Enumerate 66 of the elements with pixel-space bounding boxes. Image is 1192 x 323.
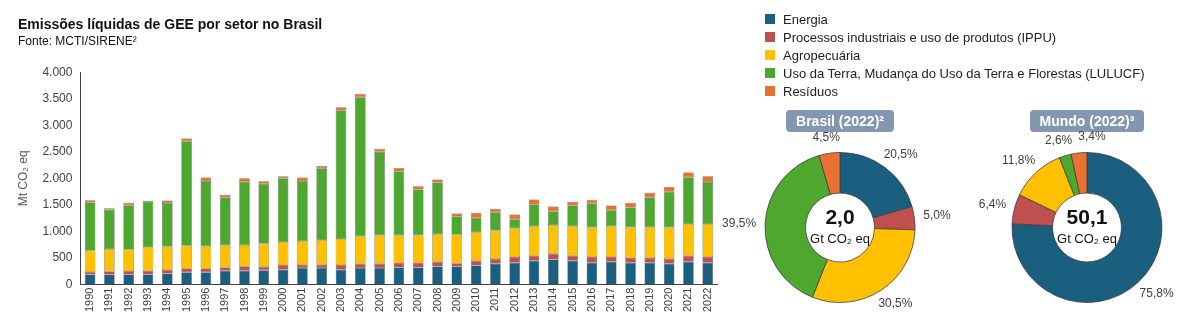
- x-tick-label: 1991: [102, 287, 115, 313]
- x-tick-label: 1996: [198, 287, 211, 313]
- x-tick-label: 2007: [411, 287, 424, 313]
- legend-label: Uso da Terra, Mudança do Uso da Terra e Florestas (LULUCF): [783, 65, 1145, 81]
- x-tick-label: 2000: [276, 287, 289, 313]
- chart-title: Emissões líquidas de GEE por setor no Brasil: [18, 16, 323, 32]
- x-tick-label: 1999: [256, 287, 269, 313]
- legend-label: Agropecuária: [783, 47, 861, 63]
- x-tick-label: 2021: [681, 287, 694, 313]
- data-label: 5,0%: [923, 208, 951, 223]
- x-tick-label: 2015: [565, 287, 578, 313]
- y-tick-label: 4.000: [42, 64, 73, 79]
- text: Gt CO₂ eq: [810, 231, 870, 247]
- x-tick-label: 1997: [218, 287, 231, 313]
- y-tick-label: 3.000: [42, 117, 73, 132]
- x-tick-label: 1995: [179, 287, 192, 313]
- x-tick-label: 2011: [488, 287, 501, 312]
- x-tick-label: 2018: [623, 287, 636, 313]
- data-label: 2,6%: [1044, 132, 1073, 147]
- data-label: 6,4%: [978, 197, 1007, 212]
- legend-label: Resíduos: [783, 83, 838, 99]
- x-tick-label: 2009: [449, 287, 462, 313]
- y-tick-label: 2.500: [42, 144, 73, 159]
- text: Gt CO₂ eq: [1057, 231, 1117, 247]
- data-label: 30,5%: [878, 295, 913, 310]
- chart-subtitle: Fonte: MCTI/SIRENE²: [18, 34, 137, 48]
- x-tick-label: 2012: [507, 287, 520, 313]
- x-tick-label: 2013: [527, 287, 540, 313]
- x-tick-label: 2006: [391, 287, 404, 313]
- data-label: 11,8%: [1002, 153, 1036, 168]
- data-label: 3,4%: [1078, 129, 1106, 144]
- text: 2,0: [825, 205, 855, 229]
- x-tick-label: 1990: [83, 287, 96, 313]
- x-tick-label: 2004: [353, 287, 366, 313]
- data-label: 39,5%: [722, 215, 757, 230]
- data-label: 75,8%: [1139, 285, 1174, 300]
- x-tick-label: 2002: [314, 287, 327, 313]
- y-tick-label: 500: [52, 250, 73, 265]
- y-tick-label: 1.000: [42, 223, 73, 238]
- x-tick-label: 1993: [141, 287, 154, 313]
- x-tick-label: 2016: [584, 287, 597, 313]
- x-tick-label: 2003: [334, 287, 347, 313]
- chart-title: Mundo (2022)³: [1039, 113, 1135, 129]
- y-tick-label: 0: [65, 276, 73, 291]
- y-tick-label: 1.500: [42, 197, 73, 212]
- x-tick-label: 1992: [121, 287, 134, 313]
- x-tick-label: 2001: [295, 287, 308, 313]
- y-tick-label: 3.500: [42, 91, 73, 106]
- y-tick-label: 2.000: [42, 170, 73, 185]
- x-tick-label: 2010: [469, 287, 482, 313]
- x-tick-label: 1994: [160, 287, 173, 313]
- data-label: 4,5%: [812, 129, 841, 144]
- legend-label: Processos industriais e uso de produtos (IPPU): [783, 29, 1057, 45]
- chart-title: Brasil (2022)²: [796, 113, 884, 129]
- x-tick-label: 2022: [700, 287, 713, 313]
- x-tick-label: 2017: [604, 287, 617, 313]
- y-axis-title: Mt CO₂ eq: [15, 150, 30, 207]
- x-tick-label: 1998: [237, 287, 250, 313]
- x-tick-label: 2014: [546, 287, 559, 313]
- x-tick-label: 2020: [662, 287, 675, 313]
- text: 50,1: [1066, 205, 1108, 229]
- legend-label: Energia: [783, 11, 828, 27]
- data-label: 20,5%: [883, 147, 918, 162]
- x-tick-label: 2008: [430, 287, 443, 313]
- x-tick-label: 2005: [372, 287, 385, 313]
- x-tick-label: 2019: [642, 287, 655, 313]
